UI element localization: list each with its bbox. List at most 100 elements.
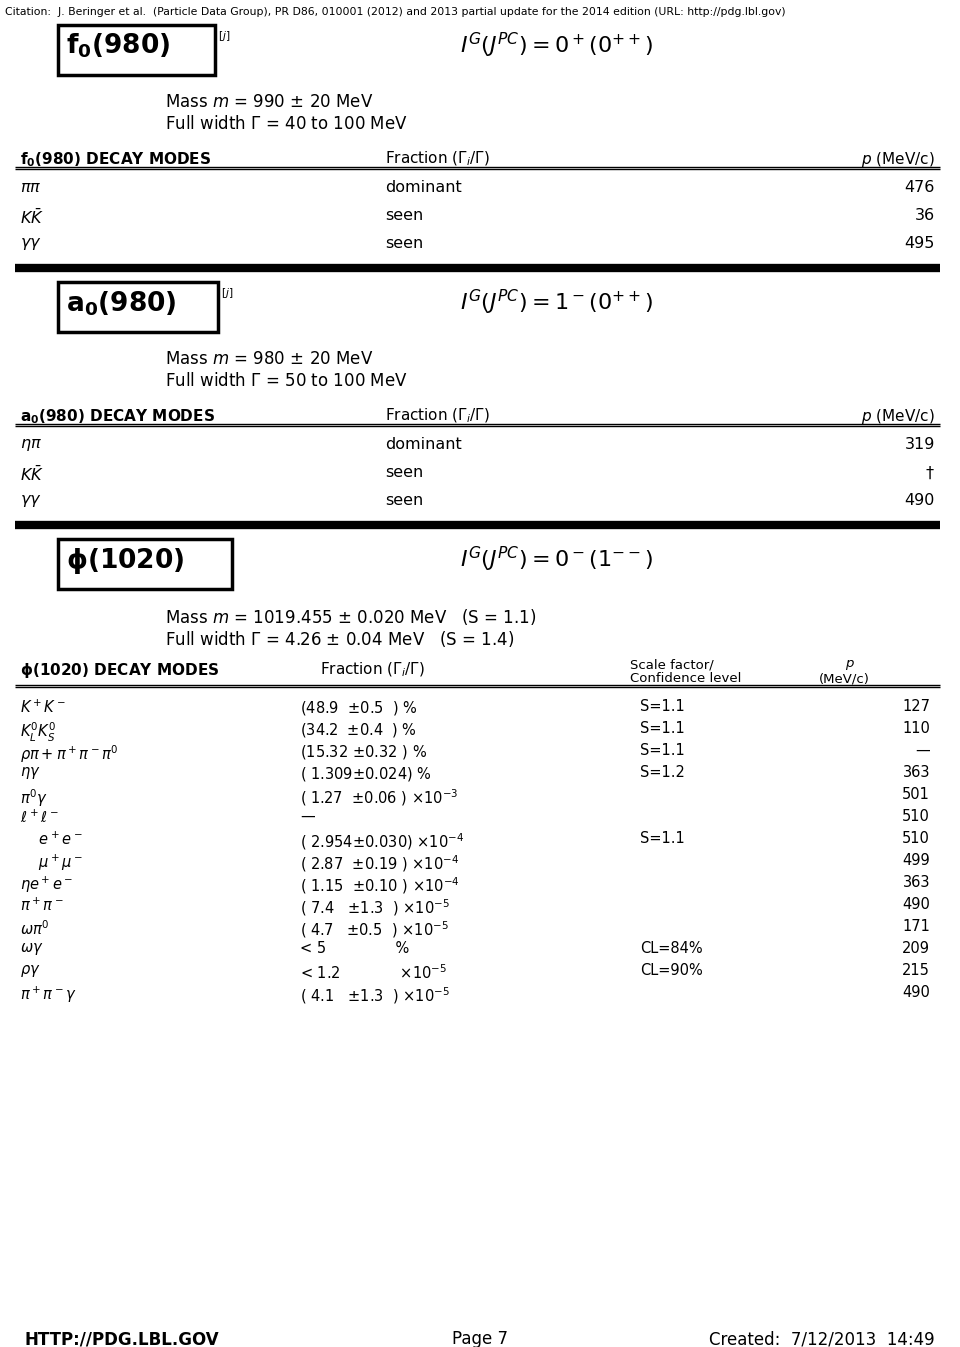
Text: $\rho\gamma$: $\rho\gamma$ [20, 963, 40, 979]
Text: $\mathbf{f_0(980)}$ DECAY MODES: $\mathbf{f_0(980)}$ DECAY MODES [20, 150, 211, 168]
Text: $K^+K^-$: $K^+K^-$ [20, 699, 66, 717]
Text: $p$: $p$ [845, 657, 855, 672]
Text: $\ell^+\ell^-$: $\ell^+\ell^-$ [20, 810, 59, 826]
Text: CL=90%: CL=90% [640, 963, 703, 978]
Text: Mass $m$ = 990 $\pm$ 20 MeV: Mass $m$ = 990 $\pm$ 20 MeV [165, 93, 373, 110]
Text: S=1.1: S=1.1 [640, 744, 684, 758]
Text: $^{[j]}$: $^{[j]}$ [218, 32, 230, 47]
Text: 36: 36 [915, 207, 935, 224]
Text: seen: seen [385, 493, 423, 508]
Text: Full width $\Gamma$ = 40 to 100 MeV: Full width $\Gamma$ = 40 to 100 MeV [165, 114, 408, 133]
Text: $\dagger$: $\dagger$ [925, 465, 935, 481]
Text: 476: 476 [904, 180, 935, 195]
Text: Confidence level: Confidence level [630, 672, 741, 686]
Text: ( 1.309$\pm$0.024) %: ( 1.309$\pm$0.024) % [300, 765, 432, 783]
Text: $\mathbf{a_0(980)}$: $\mathbf{a_0(980)}$ [66, 290, 177, 318]
Text: seen: seen [385, 207, 423, 224]
Text: Mass $m$ = 1019.455 $\pm$ 0.020 MeV   (S = 1.1): Mass $m$ = 1019.455 $\pm$ 0.020 MeV (S =… [165, 607, 537, 626]
Text: $\mathbf{\phi(1020)}$ DECAY MODES: $\mathbf{\phi(1020)}$ DECAY MODES [20, 661, 220, 680]
Text: CL=84%: CL=84% [640, 942, 703, 956]
Text: ( 2.87  $\pm$0.19 ) $\times10^{-4}$: ( 2.87 $\pm$0.19 ) $\times10^{-4}$ [300, 853, 459, 874]
Text: 499: 499 [902, 853, 930, 867]
Text: seen: seen [385, 465, 423, 480]
Text: Full width $\Gamma$ = 4.26 $\pm$ 0.04 MeV   (S = 1.4): Full width $\Gamma$ = 4.26 $\pm$ 0.04 Me… [165, 629, 515, 649]
Text: dominant: dominant [385, 180, 462, 195]
Text: —: — [300, 810, 315, 824]
Text: ( 4.1   $\pm$1.3  ) $\times10^{-5}$: ( 4.1 $\pm$1.3 ) $\times10^{-5}$ [300, 985, 450, 1006]
Text: $p$ (MeV/c): $p$ (MeV/c) [861, 150, 935, 168]
Text: —: — [915, 744, 930, 758]
Text: (15.32 $\pm$0.32 ) %: (15.32 $\pm$0.32 ) % [300, 744, 427, 761]
Text: Fraction $(\Gamma_i/\Gamma)$: Fraction $(\Gamma_i/\Gamma)$ [320, 661, 425, 679]
Text: S=1.2: S=1.2 [640, 765, 684, 780]
Text: $\omega\gamma$: $\omega\gamma$ [20, 942, 43, 956]
Text: Full width $\Gamma$ = 50 to 100 MeV: Full width $\Gamma$ = 50 to 100 MeV [165, 372, 408, 391]
Text: $\mathbf{a_0(980)}$ DECAY MODES: $\mathbf{a_0(980)}$ DECAY MODES [20, 407, 215, 426]
Text: HTTP://PDG.LBL.GOV: HTTP://PDG.LBL.GOV [25, 1329, 220, 1347]
Text: $\pi^0\gamma$: $\pi^0\gamma$ [20, 787, 48, 808]
Text: $\eta\pi$: $\eta\pi$ [20, 436, 42, 453]
Bar [58, 282, 218, 331]
Text: $K\bar{K}$: $K\bar{K}$ [20, 207, 44, 228]
Text: < 5               %: < 5 % [300, 942, 409, 956]
Text: 127: 127 [902, 699, 930, 714]
Text: 363: 363 [902, 765, 930, 780]
Text: $\gamma\gamma$: $\gamma\gamma$ [20, 493, 41, 509]
Text: 319: 319 [904, 436, 935, 453]
Text: $\pi\pi$: $\pi\pi$ [20, 180, 41, 195]
Text: ( 4.7   $\pm$0.5  ) $\times10^{-5}$: ( 4.7 $\pm$0.5 ) $\times10^{-5}$ [300, 919, 449, 940]
Text: $K^0_L K^0_S$: $K^0_L K^0_S$ [20, 721, 57, 744]
Text: Fraction $(\Gamma_i/\Gamma)$: Fraction $(\Gamma_i/\Gamma)$ [385, 407, 490, 426]
Text: $\rho\pi +  \pi^+\pi^-\pi^0$: $\rho\pi + \pi^+\pi^-\pi^0$ [20, 744, 118, 765]
Text: 110: 110 [902, 721, 930, 735]
Text: Scale factor/: Scale factor/ [630, 657, 713, 671]
Text: 510: 510 [902, 810, 930, 824]
Text: 209: 209 [902, 942, 930, 956]
Text: $I^G(J^{PC}) = 0^+(0^{++})$: $I^G(J^{PC}) = 0^+(0^{++})$ [460, 31, 653, 61]
Text: $K\bar{K}$: $K\bar{K}$ [20, 465, 44, 484]
Text: $\omega\pi^0$: $\omega\pi^0$ [20, 919, 50, 938]
Text: 490: 490 [902, 897, 930, 912]
Text: Fraction $(\Gamma_i/\Gamma)$: Fraction $(\Gamma_i/\Gamma)$ [385, 150, 490, 168]
Text: ( 2.954$\pm$0.030) $\times10^{-4}$: ( 2.954$\pm$0.030) $\times10^{-4}$ [300, 831, 465, 851]
Text: $I^G(J^{PC}) = 1^-(0^{++})$: $I^G(J^{PC}) = 1^-(0^{++})$ [460, 288, 653, 317]
Text: $\mathbf{\phi(1020)}$: $\mathbf{\phi(1020)}$ [66, 546, 184, 577]
Text: $\gamma\gamma$: $\gamma\gamma$ [20, 236, 41, 252]
Text: ( 1.27  $\pm$0.06 ) $\times10^{-3}$: ( 1.27 $\pm$0.06 ) $\times10^{-3}$ [300, 787, 459, 808]
Text: 495: 495 [904, 236, 935, 251]
Text: 490: 490 [902, 985, 930, 999]
Text: < 1.2             $\times10^{-5}$: < 1.2 $\times10^{-5}$ [300, 963, 447, 982]
Text: 490: 490 [904, 493, 935, 508]
Text: (MeV/c): (MeV/c) [819, 672, 870, 686]
Text: Created:  7/12/2013  14:49: Created: 7/12/2013 14:49 [709, 1329, 935, 1347]
Text: seen: seen [385, 236, 423, 251]
Text: $\eta e^+e^-$: $\eta e^+e^-$ [20, 876, 73, 896]
Text: dominant: dominant [385, 436, 462, 453]
Text: $\mathbf{f_0(980)}$: $\mathbf{f_0(980)}$ [66, 32, 170, 61]
Text: $p$ (MeV/c): $p$ (MeV/c) [861, 407, 935, 426]
Bar [58, 539, 232, 589]
Text: Mass $m$ = 980 $\pm$ 20 MeV: Mass $m$ = 980 $\pm$ 20 MeV [165, 350, 373, 368]
Text: (34.2  $\pm$0.4  ) %: (34.2 $\pm$0.4 ) % [300, 721, 417, 740]
Text: Citation:  J. Beringer et al.  (Particle Data Group), PR D86, 010001 (2012) and : Citation: J. Beringer et al. (Particle D… [5, 7, 785, 18]
Text: $\pi^+\pi^-$: $\pi^+\pi^-$ [20, 897, 63, 915]
Text: 171: 171 [902, 919, 930, 933]
Text: $\pi^+\pi^-\gamma$: $\pi^+\pi^-\gamma$ [20, 985, 77, 1005]
Text: S=1.1: S=1.1 [640, 699, 684, 714]
Text: 215: 215 [902, 963, 930, 978]
Text: Page 7: Page 7 [452, 1329, 508, 1347]
Text: (48.9  $\pm$0.5  ) %: (48.9 $\pm$0.5 ) % [300, 699, 418, 717]
Text: S=1.1: S=1.1 [640, 721, 684, 735]
Text: 363: 363 [902, 876, 930, 890]
Text: $I^G(J^{PC}) = 0^-(1^{--})$: $I^G(J^{PC}) = 0^-(1^{--})$ [460, 546, 653, 574]
Text: $e^+e^-$: $e^+e^-$ [20, 831, 83, 849]
Text: 510: 510 [902, 831, 930, 846]
Text: $\eta\gamma$: $\eta\gamma$ [20, 765, 40, 781]
Text: $\mu^+\mu^-$: $\mu^+\mu^-$ [20, 853, 84, 873]
Text: 501: 501 [902, 787, 930, 801]
Text: ( 1.15  $\pm$0.10 ) $\times10^{-4}$: ( 1.15 $\pm$0.10 ) $\times10^{-4}$ [300, 876, 460, 896]
Text: S=1.1: S=1.1 [640, 831, 684, 846]
Text: ( 7.4   $\pm$1.3  ) $\times10^{-5}$: ( 7.4 $\pm$1.3 ) $\times10^{-5}$ [300, 897, 450, 917]
Text: $^{[j]}$: $^{[j]}$ [221, 290, 233, 304]
Bar [58, 26, 215, 75]
